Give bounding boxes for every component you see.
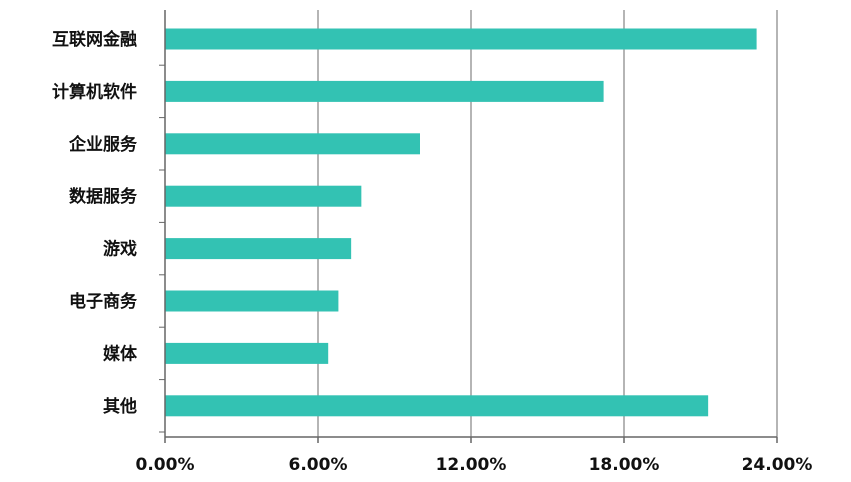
category-label: 数据服务 [69, 186, 138, 207]
category-label: 计算机软件 [52, 81, 137, 102]
bar [165, 290, 339, 312]
gridlines [159, 10, 778, 443]
bar [165, 342, 329, 364]
category-label: 电子商务 [69, 291, 138, 312]
x-tick-label: 24.00% [742, 455, 813, 475]
bar [165, 133, 420, 155]
bar [165, 238, 352, 260]
x-tick-label: 12.00% [436, 455, 507, 475]
bar [165, 185, 362, 207]
bar [165, 395, 709, 417]
bar [165, 28, 757, 50]
x-tick-label: 18.00% [589, 455, 660, 475]
category-label: 企业服务 [68, 134, 138, 155]
category-label: 互联网金融 [52, 29, 137, 50]
x-tick-label: 6.00% [289, 455, 348, 475]
bar [165, 80, 604, 102]
category-label: 游戏 [103, 239, 137, 260]
bars [165, 28, 757, 417]
x-tick-labels: 0.00% 6.00% 12.00% 18.00% 24.00% [136, 455, 813, 475]
category-label: 媒体 [103, 343, 138, 364]
x-tick-label: 0.00% [136, 455, 195, 475]
category-label: 其他 [103, 396, 137, 417]
